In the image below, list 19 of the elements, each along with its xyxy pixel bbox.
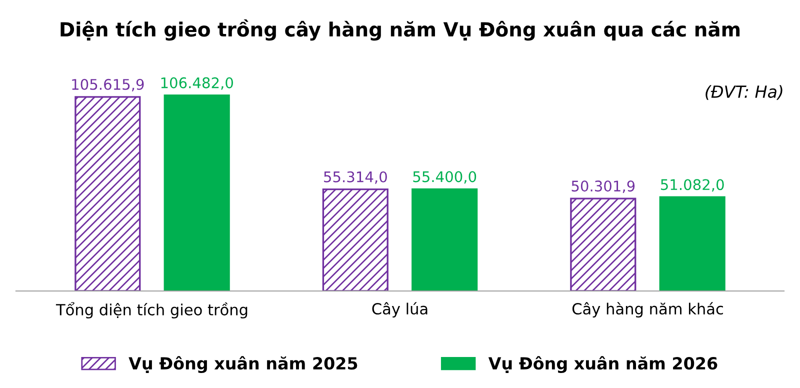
data-label: 50.301,9 — [572, 180, 635, 194]
x-tick-label: Cây hàng năm khác — [572, 302, 723, 318]
bar — [659, 196, 726, 291]
bar — [570, 198, 636, 291]
bar — [164, 94, 230, 291]
data-label: 105.615,9 — [72, 78, 144, 92]
x-tick-label: Cây lúa — [372, 302, 428, 318]
bar — [74, 96, 141, 291]
legend-label: Vụ Đông xuân năm 2026 — [488, 356, 718, 373]
chart-title: Diện tích gieo trồng cây hàng năm Vụ Đông xuân qua các năm — [60, 19, 740, 41]
data-label: 55.400,0 — [413, 171, 476, 184]
annotation: (ĐVT: Ha) — [706, 85, 782, 100]
legend-label: Vụ Đông xuân năm 2025 — [128, 356, 358, 373]
x-tick-label: Tổng diện tích gieo trồng — [56, 302, 248, 318]
data-label: 51.082,0 — [660, 179, 724, 192]
data-label: 106.482,0 — [161, 77, 233, 90]
bar — [412, 188, 478, 291]
bar — [322, 188, 388, 291]
data-label: 55.314,0 — [324, 171, 387, 184]
